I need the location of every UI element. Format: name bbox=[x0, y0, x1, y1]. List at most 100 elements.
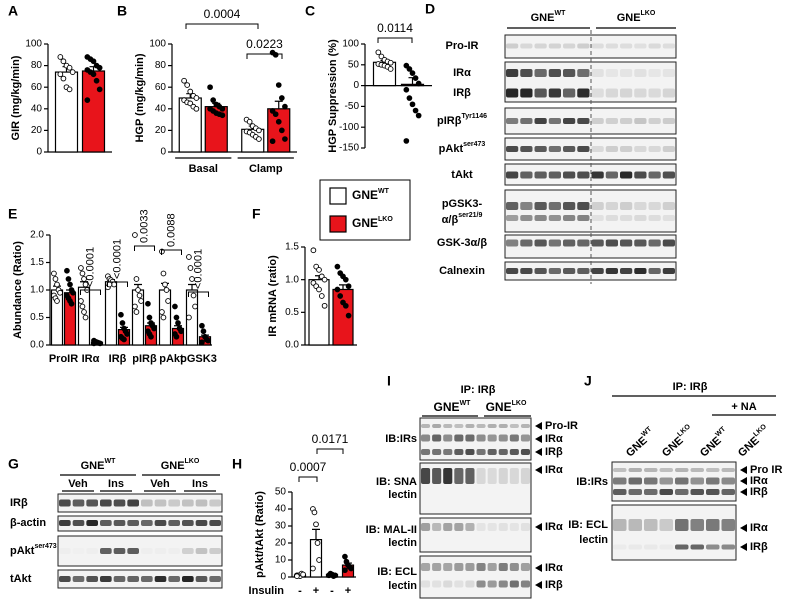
blot-band bbox=[487, 424, 497, 428]
data-point bbox=[294, 573, 300, 580]
blot-band bbox=[534, 215, 547, 221]
blot-band bbox=[613, 545, 627, 550]
data-point bbox=[90, 58, 97, 65]
blot-band bbox=[534, 202, 547, 210]
strip-label: lectin bbox=[388, 537, 417, 549]
data-point bbox=[210, 97, 217, 104]
data-point bbox=[387, 59, 394, 66]
blot-band bbox=[506, 202, 519, 210]
blot-band bbox=[563, 69, 576, 77]
blot-band bbox=[548, 215, 561, 221]
group-label: GNEWT bbox=[434, 400, 472, 414]
y-tick-label: 20 bbox=[275, 538, 287, 549]
blot-band bbox=[721, 477, 735, 485]
blot-band bbox=[634, 69, 647, 77]
marker-label: IRβ bbox=[545, 579, 563, 591]
bar bbox=[104, 281, 118, 346]
blot-band bbox=[432, 424, 442, 428]
row-label: tAkt bbox=[10, 573, 32, 585]
data-point bbox=[160, 270, 167, 277]
y-tick-label: 0.0 bbox=[30, 340, 44, 351]
blot-band bbox=[648, 268, 661, 274]
blot-band bbox=[100, 499, 112, 507]
blot-band bbox=[476, 424, 486, 428]
blot-band bbox=[675, 468, 689, 472]
blot-band bbox=[195, 576, 208, 582]
data-point bbox=[345, 283, 352, 290]
strip-label: IB: MAL-II bbox=[366, 524, 417, 536]
blot-band bbox=[59, 576, 71, 582]
blot-band bbox=[577, 239, 590, 247]
group-label-base: GNE bbox=[161, 460, 185, 472]
blot-band bbox=[662, 118, 675, 124]
blot-band bbox=[690, 544, 704, 550]
data-point bbox=[54, 298, 60, 304]
blot-band bbox=[100, 576, 112, 582]
blot-band bbox=[421, 434, 431, 442]
blot-strip bbox=[57, 569, 223, 589]
blot-band bbox=[86, 520, 98, 526]
p-value: 0.0004 bbox=[204, 7, 241, 21]
blot-band bbox=[487, 449, 497, 455]
row-label: β-actin bbox=[10, 517, 46, 529]
blot-band bbox=[534, 239, 547, 247]
panel-letter: E bbox=[8, 206, 17, 222]
blot-band bbox=[141, 576, 153, 582]
data-point bbox=[132, 303, 138, 310]
blot-band bbox=[487, 434, 497, 442]
blot-band bbox=[675, 519, 689, 531]
lane-label-sup: WT bbox=[714, 425, 727, 438]
blot-band bbox=[659, 468, 673, 472]
group-label-base: GNE bbox=[617, 12, 641, 24]
data-point bbox=[68, 300, 75, 307]
significance-bracket bbox=[316, 448, 344, 454]
data-point bbox=[199, 339, 205, 346]
data-point bbox=[406, 95, 413, 101]
data-point bbox=[57, 289, 63, 296]
significance-bracket bbox=[377, 37, 413, 43]
blot-band bbox=[548, 202, 561, 210]
bar bbox=[267, 108, 291, 153]
blot-band bbox=[113, 520, 126, 526]
blot-band bbox=[520, 239, 533, 247]
blot-band bbox=[127, 548, 139, 554]
blot-band bbox=[209, 576, 221, 582]
group-label: GNEWT bbox=[531, 10, 566, 24]
p-value: <0.0001 bbox=[111, 239, 123, 279]
strip-label: lectin bbox=[388, 580, 417, 592]
data-point bbox=[148, 333, 154, 340]
lane-label: GNEWT bbox=[697, 425, 733, 459]
data-point bbox=[282, 136, 288, 142]
data-point bbox=[159, 309, 165, 315]
p-value: 0.0088 bbox=[165, 213, 177, 247]
data-point bbox=[406, 66, 413, 72]
legend-label-base: GNE bbox=[352, 216, 378, 230]
data-point bbox=[219, 112, 226, 119]
data-point bbox=[192, 303, 198, 310]
data-point bbox=[189, 276, 195, 282]
blot-band bbox=[628, 468, 642, 472]
p-value: 0.0171 bbox=[312, 432, 349, 446]
marker-label: IRα bbox=[545, 562, 563, 574]
blot-band bbox=[534, 88, 547, 98]
blot-band bbox=[648, 202, 661, 210]
blot-band bbox=[421, 468, 431, 484]
blot-band bbox=[154, 499, 167, 507]
data-point bbox=[54, 281, 60, 288]
data-point bbox=[175, 320, 181, 326]
data-point bbox=[66, 64, 73, 71]
blot-band bbox=[520, 69, 533, 77]
blot-band bbox=[59, 548, 71, 554]
group-label-sup: WT bbox=[104, 458, 116, 465]
data-point bbox=[269, 138, 276, 145]
blot-band bbox=[628, 519, 642, 531]
blot-band bbox=[648, 239, 661, 247]
blot-band bbox=[443, 449, 453, 455]
data-point bbox=[81, 309, 87, 315]
blot-band bbox=[620, 171, 633, 179]
marker-label: IRα bbox=[750, 475, 768, 487]
data-point bbox=[205, 337, 211, 344]
blot-band bbox=[620, 215, 633, 221]
data-point bbox=[118, 311, 124, 318]
y-tick-label: 40 bbox=[31, 103, 43, 114]
